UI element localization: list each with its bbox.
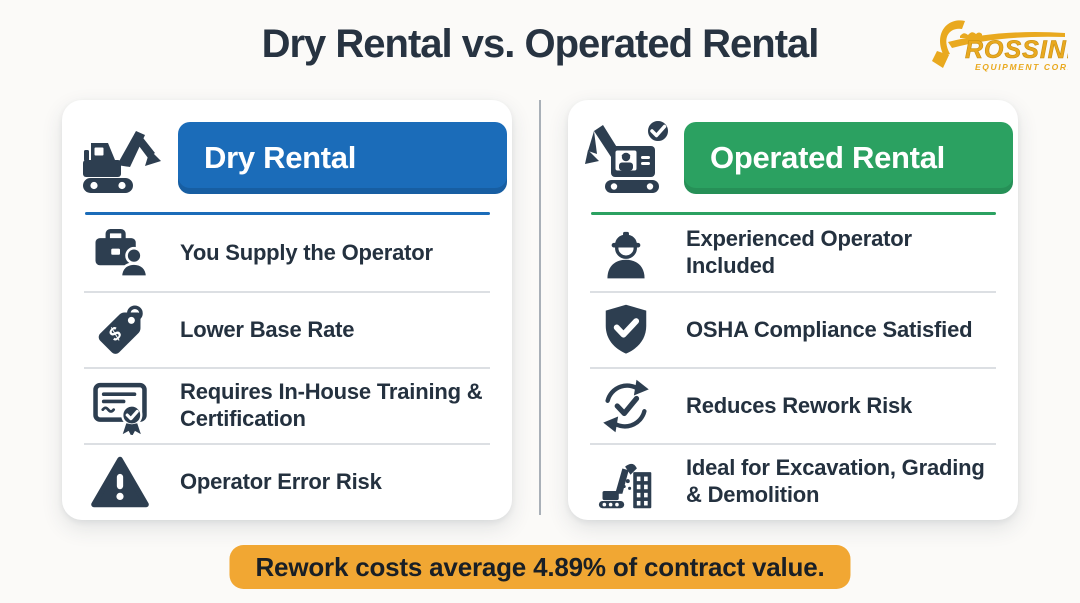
dry-rental-items: You Supply the Operator $ Lower Base Rat… [84, 215, 490, 519]
dry-rental-title-box: Dry Rental [178, 122, 507, 194]
item-label: Lower Base Rate [180, 316, 355, 342]
hard-hat-operator-icon [590, 224, 662, 282]
excavator-icon [72, 118, 170, 198]
item-label: Requires In-House Training & Certificati… [180, 379, 483, 431]
dry-rental-card: Dry Rental You Supply the Operator [62, 100, 512, 520]
operated-excavator-icon [578, 118, 676, 198]
sync-check-icon [590, 378, 662, 434]
list-item: Reduces Rework Risk [590, 367, 996, 443]
dry-accent-divider [85, 212, 490, 215]
excavation-demolition-icon [590, 454, 662, 510]
operated-rental-card: Operated Rental Experienced Operator Inc… [568, 100, 1018, 520]
logo-wordmark: ROSSINI [965, 36, 1068, 64]
item-label: Experienced Operator Included [686, 226, 912, 278]
operated-rental-items: Experienced Operator Included OSHA Compl… [590, 215, 996, 519]
shield-check-icon [590, 301, 662, 359]
operated-rental-title: Operated Rental [710, 140, 945, 175]
item-label: OSHA Compliance Satisfied [686, 316, 973, 342]
price-tag-icon: $ [84, 302, 156, 358]
warning-triangle-icon [84, 455, 156, 509]
list-item: Ideal for Excavation, Grading & Demoliti… [590, 443, 996, 519]
logo-subtitle: EQUIPMENT CORP [975, 62, 1068, 72]
item-label: You Supply the Operator [180, 239, 433, 265]
list-item: $ Lower Base Rate [84, 291, 490, 367]
dry-rental-header: Dry Rental [62, 100, 512, 196]
operated-rental-header: Operated Rental [568, 100, 1018, 196]
list-item: Operator Error Risk [84, 443, 490, 519]
center-divider [539, 100, 541, 515]
operated-rental-title-box: Operated Rental [684, 122, 1013, 194]
brand-logo: ROSSINI EQUIPMENT CORP [928, 10, 1068, 76]
footer-note: Rework costs average 4.89% of contract v… [255, 551, 825, 582]
item-label: Ideal for Excavation, Grading & Demoliti… [686, 455, 985, 507]
item-label: Reduces Rework Risk [686, 392, 913, 418]
excavator-logo-icon: ROSSINI EQUIPMENT CORP [932, 20, 1068, 72]
operated-accent-divider [591, 212, 996, 215]
briefcase-operator-icon [84, 225, 156, 281]
list-item: Requires In-House Training & Certificati… [84, 367, 490, 443]
list-item: You Supply the Operator [84, 215, 490, 291]
list-item: Experienced Operator Included [590, 215, 996, 291]
list-item: OSHA Compliance Satisfied [590, 291, 996, 367]
certificate-icon [84, 377, 156, 435]
footer-banner: Rework costs average 4.89% of contract v… [229, 545, 851, 589]
page-title: Dry Rental vs. Operated Rental [261, 22, 820, 66]
item-label: Operator Error Risk [180, 468, 382, 494]
dry-rental-title: Dry Rental [204, 140, 357, 175]
